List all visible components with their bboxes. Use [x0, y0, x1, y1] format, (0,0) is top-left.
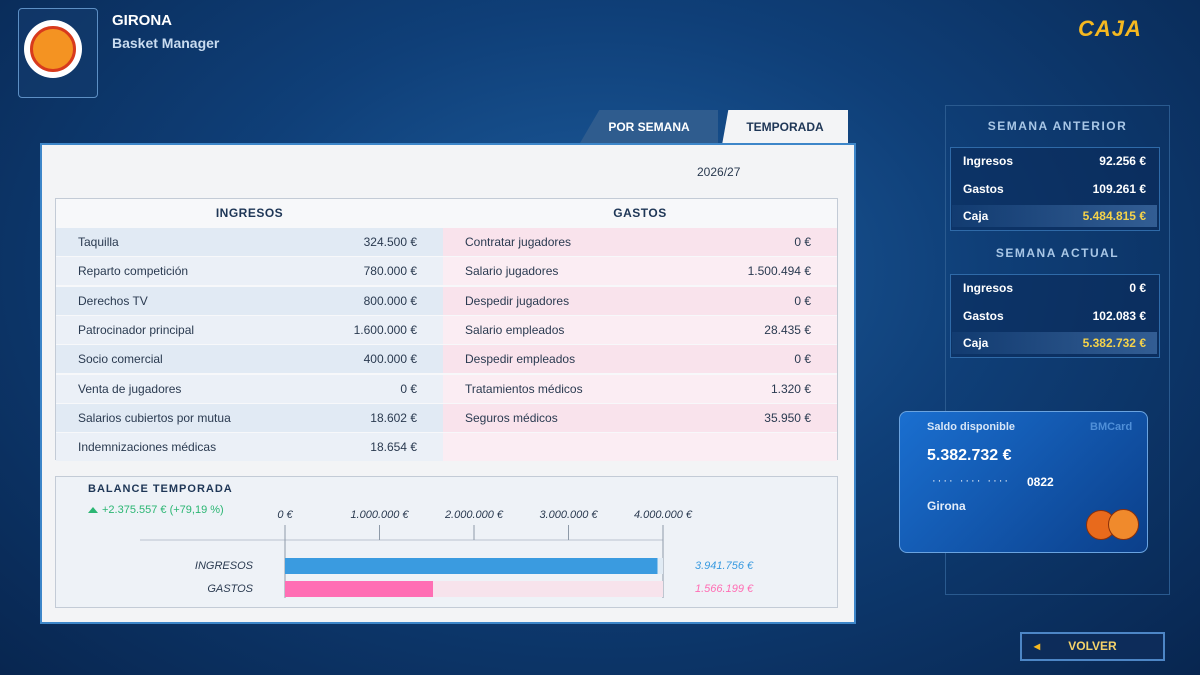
category-label: INGRESOS — [195, 560, 254, 572]
row-label: Despedir jugadores — [465, 293, 570, 308]
row-value: 400.000 € — [363, 352, 417, 367]
panel-label: Ingresos — [963, 154, 1014, 168]
card-brand: BMCard — [1090, 421, 1133, 433]
row-label: Contratar jugadores — [465, 235, 572, 249]
card-label: Saldo disponible — [927, 421, 1016, 433]
card-owner: Girona — [927, 499, 966, 513]
row-highlight — [952, 332, 1157, 354]
row-value: 0 € — [400, 381, 417, 396]
tab-active[interactable]: TEMPORADA — [722, 110, 848, 145]
row-bg — [443, 286, 837, 315]
season: 2026/27 — [697, 165, 741, 179]
chart-title: BALANCE TEMPORADA — [88, 483, 233, 495]
row-value: 800.000 € — [363, 293, 417, 308]
row-label: Socio comercial — [78, 352, 163, 367]
row-label: Seguros médicos — [465, 410, 558, 425]
row-bg — [443, 433, 837, 462]
row-value: 35.950 € — [764, 410, 811, 425]
arrow-icon: ◂ — [1034, 639, 1041, 653]
row-value: 1.600.000 € — [353, 322, 417, 337]
panel-title: SEMANA ANTERIOR — [987, 119, 1128, 133]
section-title: CAJA — [1078, 16, 1142, 41]
column-header: GASTOS — [613, 206, 667, 220]
panel-label: Ingresos — [963, 281, 1014, 295]
category-label: GASTOS — [207, 583, 253, 595]
row-label: Salarios cubiertos por mutua — [78, 410, 231, 425]
row-bg — [443, 374, 837, 403]
row-bg — [56, 257, 443, 286]
panel-value: 92.256 € — [1099, 154, 1146, 168]
x-tick-label: 0 € — [277, 509, 293, 521]
row-label: Tratamientos médicos — [465, 381, 583, 396]
row-bg — [443, 345, 837, 374]
row-label: Venta de jugadores — [78, 381, 182, 396]
button-label: VOLVER — [1068, 639, 1117, 653]
row-value: 0 € — [794, 293, 811, 308]
panel-label: Caja — [963, 209, 989, 223]
column-header: INGRESOS — [215, 206, 284, 220]
side-frame — [945, 105, 1170, 595]
bar — [285, 558, 658, 574]
row-bg — [443, 228, 837, 256]
row-value: 324.500 € — [363, 235, 417, 249]
x-tick-label: 3.000.000 € — [539, 509, 598, 521]
bar — [285, 581, 434, 597]
x-tick-label: 1.000.000 € — [350, 509, 409, 521]
row-label: Derechos TV — [78, 293, 148, 308]
row-bg — [56, 374, 443, 403]
row-bg — [56, 315, 443, 344]
logo — [24, 20, 82, 78]
card-ball — [1108, 509, 1139, 540]
row-bg — [443, 257, 837, 286]
panel-value: 109.261 € — [1092, 181, 1146, 196]
row-label: Reparto competición — [78, 264, 189, 279]
row-bg — [56, 286, 443, 315]
row-value: 1.320 € — [770, 381, 811, 396]
row-label: Despedir empleados — [465, 352, 576, 367]
value-label: 1.566.199 € — [695, 583, 754, 595]
panel-value: 0 € — [1129, 281, 1146, 295]
chart-subtitle: +2.375.557 € (+79,19 %) — [102, 504, 224, 516]
row-value: 0 € — [794, 235, 811, 249]
panel-title: SEMANA ACTUAL — [995, 246, 1120, 260]
panel-label: Gastos — [963, 181, 1004, 196]
panel-value: 102.083 € — [1092, 308, 1146, 323]
panel-value: 5.382.732 € — [1082, 336, 1146, 350]
row-bg — [56, 403, 443, 432]
row-bg — [443, 403, 837, 432]
row-highlight — [952, 205, 1157, 227]
row-value: 18.602 € — [370, 410, 417, 425]
row-bg — [56, 433, 443, 462]
row-value: 28.435 € — [764, 322, 811, 337]
card-dots: ···· ···· ···· — [932, 475, 1011, 487]
row-label: Patrocinador principal — [78, 322, 195, 337]
panel-label: Gastos — [963, 308, 1004, 323]
tab[interactable]: POR SEMANA — [580, 110, 718, 143]
row-label: Indemnizaciones médicas — [78, 440, 217, 455]
value-label: 3.941.756 € — [695, 560, 754, 572]
team-name: GIRONA — [112, 12, 172, 29]
panel-value: 5.484.815 € — [1082, 209, 1146, 223]
card-number: 0822 — [1027, 475, 1054, 489]
x-tick-label: 4.000.000 € — [634, 509, 693, 521]
row-value: 1.500.494 € — [747, 264, 811, 279]
logo-ball — [30, 26, 76, 72]
subtitle: Basket Manager — [112, 35, 220, 51]
row-value: 18.654 € — [370, 440, 417, 455]
row-label: Taquilla — [78, 235, 119, 249]
row-value: 780.000 € — [363, 264, 417, 279]
row-value: 0 € — [794, 352, 811, 367]
row-label: Salario empleados — [465, 322, 565, 337]
card-balance: 5.382.732 € — [927, 447, 1012, 464]
panel-label: Caja — [963, 336, 989, 350]
row-bg — [56, 228, 443, 256]
x-tick-label: 2.000.000 € — [444, 509, 504, 521]
up-arrow — [88, 507, 98, 513]
back-button[interactable]: ◂ VOLVER — [1020, 632, 1165, 661]
row-bg — [443, 315, 837, 344]
row-bg — [56, 345, 443, 374]
row-label: Salario jugadores — [465, 264, 559, 279]
